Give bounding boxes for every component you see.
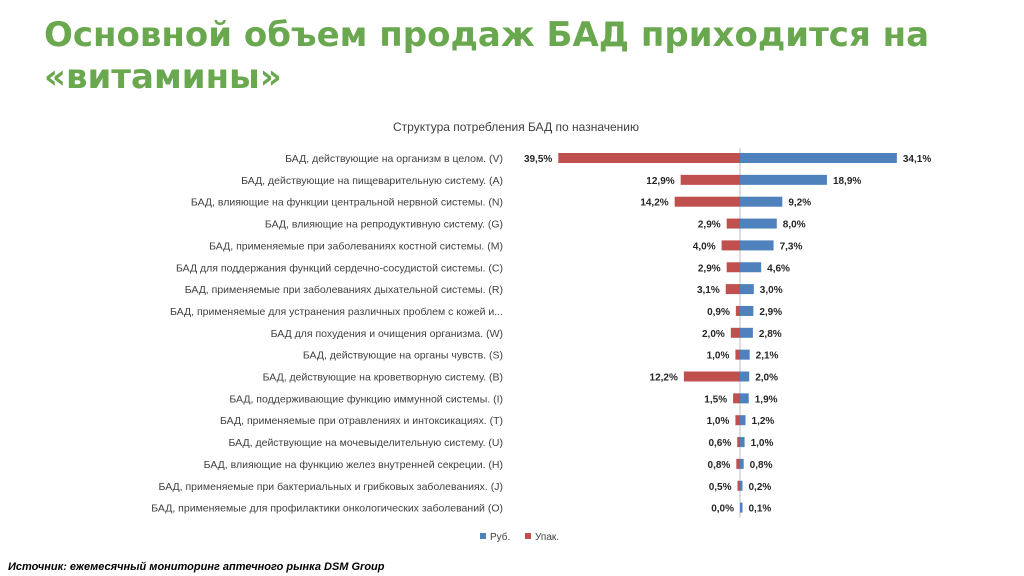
bar-rub bbox=[740, 153, 897, 163]
data-label-rub: 3,0% bbox=[760, 285, 783, 296]
chart-legend: Руб. Упак. bbox=[480, 531, 559, 543]
legend-swatch bbox=[480, 533, 486, 539]
data-label-rub: 2,9% bbox=[759, 307, 782, 318]
category-label: БАД, применяемые при отравлениях и инток… bbox=[220, 415, 503, 427]
data-label-pack: 0,9% bbox=[707, 307, 730, 318]
data-label-rub: 9,2% bbox=[788, 198, 811, 209]
legend-label: Руб. bbox=[490, 531, 510, 543]
diverging-bar-chart: Структура потребления БАД по назначению … bbox=[151, 120, 931, 543]
bar-rub bbox=[740, 305, 754, 316]
bar-rub bbox=[740, 218, 777, 229]
bar-pack bbox=[726, 262, 740, 273]
bar-rub bbox=[740, 415, 746, 426]
bar-rub bbox=[740, 327, 753, 338]
category-label: БАД для поддержания функций сердечно-сос… bbox=[176, 262, 503, 274]
bar-pack bbox=[730, 327, 740, 338]
bar-pack bbox=[735, 415, 740, 426]
data-label-pack: 1,5% bbox=[704, 394, 727, 405]
bar-rub bbox=[740, 502, 743, 513]
bar-rub bbox=[740, 437, 745, 448]
bar-rub bbox=[740, 262, 762, 273]
category-label: БАД, действующие на кроветворную систему… bbox=[263, 372, 503, 384]
data-label-pack: 1,0% bbox=[707, 416, 730, 427]
bar-pack bbox=[725, 284, 740, 295]
data-label-rub: 2,1% bbox=[756, 351, 779, 362]
data-label-pack: 12,2% bbox=[650, 373, 678, 384]
bar-pack bbox=[683, 371, 740, 382]
data-label-pack: 14,2% bbox=[640, 198, 668, 209]
bar-pack bbox=[736, 458, 740, 469]
data-label-pack: 0,8% bbox=[708, 460, 731, 471]
data-label-pack: 3,1% bbox=[697, 285, 720, 296]
category-label: БАД, применяемые при заболеваниях дыхате… bbox=[185, 284, 503, 296]
bar-pack bbox=[737, 437, 740, 448]
data-label-pack: 0,6% bbox=[708, 438, 731, 449]
legend-label: Упак. bbox=[535, 532, 559, 543]
data-label-rub: 4,6% bbox=[767, 263, 790, 274]
bar-rub bbox=[740, 371, 750, 382]
bar-rub bbox=[740, 458, 744, 469]
bar-pack bbox=[726, 218, 740, 229]
data-label-rub: 34,1% bbox=[903, 154, 931, 165]
category-label: БАД для похудения и очищения организма. … bbox=[271, 328, 503, 340]
slide-title: Основной объем продаж БАД приходится на … bbox=[44, 15, 930, 97]
plot-area: БАД, действующие на организм в целом. (V… bbox=[151, 148, 931, 518]
category-label: БАД, действующие на органы чувств. (S) bbox=[303, 350, 503, 362]
bar-pack bbox=[558, 153, 740, 163]
data-label-pack: 12,9% bbox=[646, 176, 674, 187]
bar-rub bbox=[740, 174, 827, 185]
category-label: БАД, применяемые при заболеваниях костно… bbox=[209, 240, 503, 252]
category-label: БАД, действующие на мочевыделительную си… bbox=[229, 437, 503, 449]
chart-title: Структура потребления БАД по назначению bbox=[393, 120, 639, 134]
bar-rub bbox=[740, 240, 774, 251]
data-label-rub: 7,3% bbox=[780, 241, 803, 252]
bar-rub bbox=[740, 196, 783, 207]
data-label-rub: 0,2% bbox=[749, 482, 772, 493]
category-label: БАД, применяемые для устранения различны… bbox=[170, 306, 503, 318]
category-label: БАД, влияющие на функцию желез внутренне… bbox=[204, 459, 503, 471]
bar-pack bbox=[733, 393, 740, 404]
bar-pack bbox=[680, 174, 740, 185]
bar-pack bbox=[735, 349, 740, 360]
bar-pack bbox=[735, 305, 740, 316]
bar-pack bbox=[737, 480, 740, 491]
bar-rub bbox=[740, 393, 749, 404]
data-label-rub: 2,0% bbox=[755, 373, 778, 384]
source-note: Источник: ежемесячный мониторинг аптечно… bbox=[8, 561, 385, 573]
legend-swatch bbox=[525, 533, 531, 539]
data-label-pack: 1,0% bbox=[707, 351, 730, 362]
category-label: БАД, применяемые при бактериальных и гри… bbox=[159, 481, 503, 493]
category-label: БАД, применяемые для профилактики онколо… bbox=[151, 503, 503, 515]
data-label-rub: 8,0% bbox=[783, 220, 806, 231]
bar-rub bbox=[740, 349, 750, 360]
data-label-pack: 2,9% bbox=[698, 263, 721, 274]
category-label: БАД, влияющие на функции центральной нер… bbox=[191, 197, 503, 209]
data-label-rub: 1,0% bbox=[751, 438, 774, 449]
category-label: БАД, поддерживающие функцию иммунной сис… bbox=[229, 393, 503, 405]
category-label: БАД, влияющие на репродуктивную систему.… bbox=[265, 219, 503, 231]
data-label-pack: 2,0% bbox=[702, 329, 725, 340]
category-label: БАД, действующие на организм в целом. (V… bbox=[285, 153, 503, 165]
data-label-rub: 2,8% bbox=[759, 329, 782, 340]
data-label-rub: 0,1% bbox=[749, 504, 772, 515]
data-label-pack: 2,9% bbox=[698, 220, 721, 231]
data-label-pack: 0,0% bbox=[711, 504, 734, 515]
data-label-pack: 39,5% bbox=[524, 154, 552, 165]
data-label-pack: 0,5% bbox=[709, 482, 732, 493]
category-label: БАД, действующие на пищеварительную сист… bbox=[241, 175, 503, 187]
data-label-rub: 0,8% bbox=[750, 460, 773, 471]
data-label-rub: 1,9% bbox=[755, 394, 778, 405]
bar-pack bbox=[674, 196, 740, 207]
data-label-pack: 4,0% bbox=[693, 241, 716, 252]
data-label-rub: 18,9% bbox=[833, 176, 861, 187]
data-label-rub: 1,2% bbox=[752, 416, 775, 427]
bar-rub bbox=[740, 284, 754, 295]
bar-rub bbox=[740, 480, 743, 491]
bar-pack bbox=[721, 240, 740, 251]
